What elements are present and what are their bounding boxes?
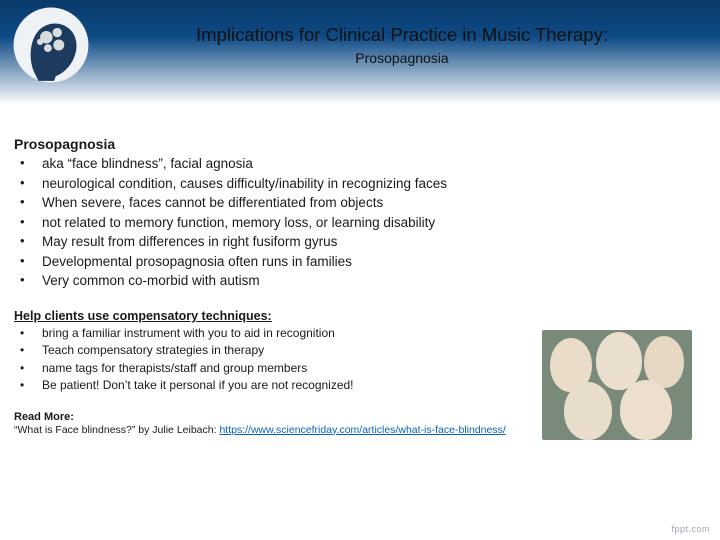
footer-brand: fppt.com [671,524,710,534]
readmore-prefix: “What is Face blindness?” by Julie Leiba… [14,424,219,436]
section2-heading: Help clients use compensatory techniques… [14,309,706,323]
list-item: aka “face blindness”, facial agnosia [14,154,706,174]
list-item: When severe, faces cannot be differentia… [14,193,706,213]
blank-face [564,382,612,440]
section1-heading: Prosopagnosia [14,136,706,152]
list-item: neurological condition, causes difficult… [14,174,706,194]
slide-subtitle: Prosopagnosia [104,50,700,66]
section1-list: aka “face blindness”, facial agnosia neu… [14,154,706,291]
slide-title: Implications for Clinical Practice in Mu… [104,24,700,46]
faces-illustration [542,330,692,440]
list-item: Very common co-morbid with autism [14,271,706,291]
list-item: not related to memory function, memory l… [14,213,706,233]
blank-face [620,380,672,440]
title-block: Implications for Clinical Practice in Mu… [104,24,700,66]
readmore-link[interactable]: https://www.sciencefriday.com/articles/w… [219,424,505,436]
list-item: May result from differences in right fus… [14,232,706,252]
list-item: Developmental prosopagnosia often runs i… [14,252,706,272]
header-logo [12,6,90,84]
